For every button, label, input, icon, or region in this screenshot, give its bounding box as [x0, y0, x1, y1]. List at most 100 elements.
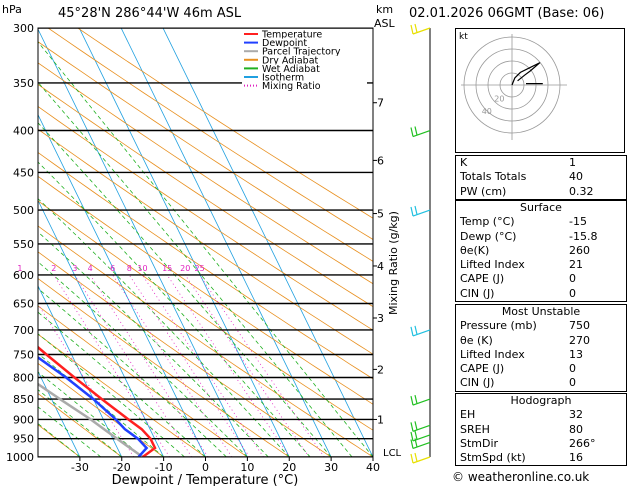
height-axis-label: km ASL	[374, 3, 397, 30]
legend-bg	[242, 81, 367, 91]
mixing-ratio-label: 8	[127, 264, 132, 273]
table-row: StmDir 266°	[456, 437, 626, 451]
isotherm-line	[38, 285, 123, 457]
wind-barb-shaft	[412, 434, 431, 442]
table-row: θe(K) 260	[456, 244, 626, 258]
wet-adiabat-line	[38, 423, 81, 457]
hodograph-ring-label: 40	[482, 107, 492, 116]
legend-label: Temperature	[261, 30, 322, 41]
wind-barb	[410, 452, 431, 464]
surface-label: CIN (J)	[460, 286, 495, 300]
hodograph-table-panel: Hodograph EH 32 SREH 80 StmDir 266° StmSpd (kt…	[455, 393, 627, 467]
wet-adiabat-line	[38, 198, 290, 457]
temperature-tick-label: -10	[155, 461, 173, 474]
surface-value: 21	[569, 258, 583, 272]
wind-barb-flag	[410, 439, 414, 449]
mixing-ratio-label: 3	[72, 264, 77, 273]
surface-title: Surface	[520, 201, 562, 214]
hodograph-table-title: Hodograph	[510, 394, 572, 407]
mixing-ratio-line	[166, 274, 291, 457]
isotherm-line	[0, 3, 5, 474]
hodograph-frame	[455, 28, 625, 153]
wet-adiabat-line	[38, 389, 123, 457]
surface-label: Lifted Index	[460, 258, 525, 272]
mixing-ratio-line	[112, 274, 233, 457]
mixing-ratio-label: 15	[162, 264, 172, 273]
pressure-tick-label: 900	[13, 413, 34, 426]
mixing-ratio-label: 10	[137, 264, 147, 273]
km-tick-label: 2	[377, 363, 384, 376]
mixing-ratio-axis-label: Mixing Ratio (g/kg)	[387, 211, 400, 315]
km-tick-label: 7	[377, 97, 384, 110]
surface-label: Temp (°C)	[460, 215, 515, 229]
isotherm-line	[38, 370, 81, 457]
wind-barb	[410, 126, 431, 138]
wind-barb	[410, 205, 431, 217]
index-value: 40	[569, 170, 583, 184]
wind-barb-flag	[414, 325, 418, 335]
surface-value: -15.8	[569, 229, 598, 243]
hodograph-param-label: StmDir	[460, 436, 499, 450]
wind-barb-flag	[410, 326, 414, 337]
unstable-label: CIN (J)	[460, 376, 495, 390]
dry-adiabat-line	[38, 362, 164, 457]
km-tick-label: 6	[377, 154, 384, 167]
legend-bg	[242, 55, 367, 65]
pressure-tick-label: 850	[13, 393, 34, 406]
unstable-label: Lifted Index	[460, 347, 525, 361]
index-label: K	[460, 156, 468, 169]
legend-bg	[242, 64, 367, 74]
temperature-trace	[38, 345, 157, 457]
surface-value: 0	[569, 286, 576, 300]
height-axis-label-km: km	[376, 3, 393, 16]
isotherm-line	[38, 199, 165, 457]
pressure-tick-label: 450	[13, 166, 34, 179]
wind-barb-shaft	[412, 329, 431, 337]
unstable-value: 270	[569, 333, 590, 347]
table-row: PW (cm) 0.32	[456, 185, 626, 199]
legend-label: Isotherm	[262, 73, 304, 84]
parcel-trajectory-trace	[38, 382, 144, 457]
unstable-label: θe (K)	[460, 333, 493, 347]
wind-barb-flag	[410, 422, 414, 432]
index-label: Totals Totals	[460, 170, 527, 184]
plot-frame	[37, 27, 374, 458]
legend-label: Dry Adiabat	[262, 55, 319, 66]
surface-panel: Surface Temp (°C) -15 Dewp (°C) -15.8 θe(K) 2…	[455, 200, 627, 303]
table-row: θe (K) 270	[456, 334, 626, 348]
temperature-tick-label: 20	[282, 461, 296, 474]
pressure-tick-label: 500	[13, 204, 34, 217]
surface-label: Dewp (°C)	[460, 229, 517, 243]
table-row: EH 32	[456, 408, 626, 422]
table-row: Temp (°C) -15	[456, 215, 626, 229]
wind-barb-shaft	[412, 209, 431, 217]
hodograph-param-value: 32	[569, 408, 583, 422]
table-row: CIN (J) 0	[456, 376, 626, 390]
table-row: SREH 80	[456, 423, 626, 437]
wet-adiabat-line	[38, 261, 248, 457]
dry-adiabat-line	[38, 225, 373, 457]
wind-barb-flag	[414, 23, 418, 33]
isotherm-line	[38, 113, 206, 457]
dewpoint-trace	[38, 355, 149, 457]
datetime-title: 02.01.2026 06GMT (Base: 06)	[409, 6, 605, 21]
legend-label: Parcel Trajectory	[262, 47, 341, 58]
wind-barb-flag	[414, 394, 418, 404]
table-row: Dewp (°C) -15.8	[456, 230, 626, 244]
isotherm-line	[78, 28, 290, 457]
surface-value: -15	[569, 215, 587, 229]
dry-adiabat-line	[38, 175, 373, 405]
hodograph-param-label: StmSpd (kt)	[460, 451, 526, 465]
pressure-tick-label: 700	[13, 324, 34, 337]
pressure-tick-label: 400	[13, 125, 34, 138]
wind-barb-flag	[414, 452, 418, 462]
hodograph-param-value: 16	[569, 451, 583, 465]
lcl-label: LCL	[383, 448, 402, 459]
wet-adiabat-line	[38, 41, 373, 457]
temperature-tick-label: 10	[240, 461, 254, 474]
wind-barb	[410, 438, 431, 450]
temperature-tick-label: -20	[113, 461, 131, 474]
wind-barb	[410, 23, 431, 35]
wind-barb-shaft	[412, 398, 431, 406]
wind-barb-flag	[410, 431, 414, 442]
